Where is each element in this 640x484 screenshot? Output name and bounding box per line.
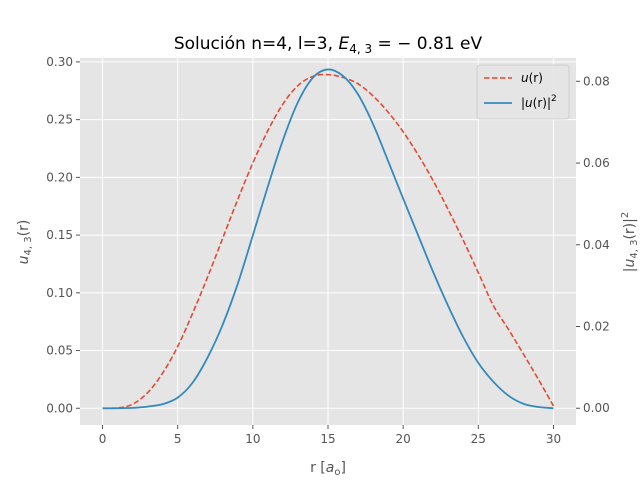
- y-right-tick-label: 0.00: [583, 401, 610, 415]
- y-right-axis-label: |u4, 3(r)|2: [620, 212, 640, 272]
- y-left-tick-label: 0.30: [46, 55, 73, 69]
- y-right-tick-label: 0.06: [583, 156, 610, 170]
- x-tick-label: 15: [320, 432, 335, 446]
- chart-title: Solución n=4, l=3, E4, 3 = − 0.81 eV: [174, 34, 483, 56]
- legend-label-u: u(r): [521, 71, 543, 85]
- y-left-axis-label: u4, 3(r): [16, 220, 34, 265]
- y-right-tick-label: 0.08: [583, 74, 610, 88]
- x-tick-label: 5: [174, 432, 182, 446]
- series-layer: [102, 68, 555, 410]
- x-axis-label: r [ao]: [310, 460, 346, 478]
- x-tick-label: 30: [546, 432, 561, 446]
- x-tick-label: 20: [396, 432, 411, 446]
- y-right-tick-label: 0.02: [583, 320, 610, 334]
- y-right-tick-label: 0.04: [583, 238, 610, 252]
- y-left-tick-label: 0.20: [46, 170, 73, 184]
- legend: u(r) |u(r)|2: [476, 64, 570, 120]
- x-tick-label: 25: [471, 432, 486, 446]
- y-right-axis-ticks: 0.00 0.02 0.04 0.06 0.08: [576, 74, 610, 415]
- x-axis-ticks: 0 5 10 15 20 25 30: [99, 425, 561, 446]
- series-line-u-squared: [102, 68, 554, 410]
- y-left-tick-label: 0.25: [46, 113, 73, 127]
- y-left-tick-label: 0.10: [46, 286, 73, 300]
- legend-label-u-squared: |u(r)|2: [521, 94, 557, 110]
- y-left-axis-ticks: 0.00 0.05 0.10 0.15 0.20 0.25 0.30: [46, 55, 80, 415]
- y-left-tick-label: 0.05: [46, 344, 73, 358]
- y-left-tick-label: 0.15: [46, 228, 73, 242]
- x-tick-label: 10: [245, 432, 260, 446]
- x-tick-label: 0: [99, 432, 107, 446]
- y-left-tick-label: 0.00: [46, 401, 73, 415]
- grid: [80, 58, 576, 425]
- series-line-u: [102, 73, 555, 410]
